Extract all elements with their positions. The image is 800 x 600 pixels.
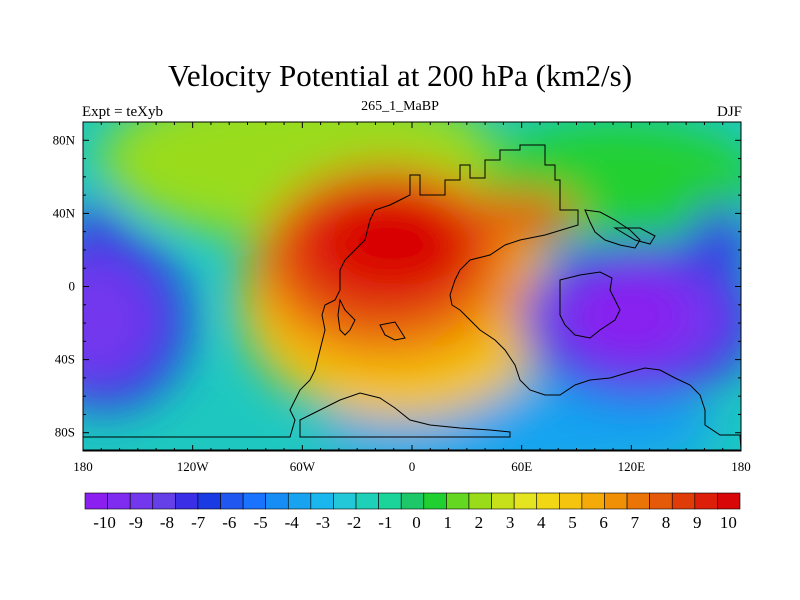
colorbar-label: -9 <box>129 513 143 532</box>
colorbar-swatch <box>491 492 515 510</box>
y-tick-label: 40S <box>55 352 75 367</box>
figure-title: Velocity Potential at 200 hPa (km2/s) <box>167 58 633 93</box>
run-label: 265_1_MaBP <box>361 99 439 114</box>
colorbar-swatch <box>513 492 538 510</box>
colorbar-swatch <box>129 492 154 510</box>
colorbar-swatch <box>423 492 447 510</box>
colorbar-swatch <box>333 492 357 510</box>
colorbar-swatch <box>581 492 605 510</box>
colorbar-label: 1 <box>443 513 452 532</box>
colorbar-swatch <box>446 492 470 510</box>
x-tick-label: 180 <box>73 459 93 474</box>
colorbar-label: 3 <box>506 513 515 532</box>
colorbar-label: -4 <box>285 513 300 532</box>
colorbar: -10 -9 -8 -7 -6 -5 -4 -3 -2 -1 0 1 2 3 4 5 6 7 8 9 10 <box>84 492 741 532</box>
colorbar-label: 9 <box>693 513 702 532</box>
colorbar-swatch <box>717 492 741 510</box>
colorbar-label: 6 <box>599 513 608 532</box>
colorbar-swatch <box>671 492 696 510</box>
axis-ticks <box>82 121 742 452</box>
colorbar-swatch <box>536 492 560 510</box>
colorbar-swatch <box>378 492 402 510</box>
colorbar-label: 2 <box>475 513 484 532</box>
season-label: DJF <box>716 104 742 120</box>
colorbar-swatch <box>265 492 289 510</box>
coastlines <box>83 144 741 451</box>
colorbar-label: -2 <box>347 513 361 532</box>
colorbar-swatch <box>242 492 266 510</box>
colorbar-label: 4 <box>537 513 546 532</box>
y-tick-label: 0 <box>69 279 76 294</box>
experiment-label: Expt = teXyb <box>82 104 163 120</box>
colorbar-label: -10 <box>93 513 116 532</box>
colorbar-swatch <box>468 492 492 510</box>
y-tick-label: 80N <box>53 132 76 147</box>
colorbar-label: 0 <box>412 513 421 532</box>
colorbar-label: 10 <box>720 513 737 532</box>
colorbar-label: 7 <box>631 513 640 532</box>
colorbar-swatch <box>310 492 334 510</box>
colorbar-swatch <box>649 492 673 510</box>
contour-field <box>83 122 741 451</box>
colorbar-label: -6 <box>222 513 236 532</box>
colorbar-label: -1 <box>378 513 392 532</box>
colorbar-label: -3 <box>316 513 330 532</box>
colorbar-swatch <box>287 492 312 510</box>
colorbar-swatch <box>197 492 221 510</box>
colorbar-swatch <box>604 492 628 510</box>
colorbar-swatch <box>175 492 199 510</box>
colorbar-swatch <box>220 492 244 510</box>
colorbar-swatch <box>694 492 718 510</box>
axis-tick-labels: 180 120W 60W 0 60E 120E 180 80N 40N 0 40S 80S <box>53 132 751 474</box>
colorbar-swatch <box>107 492 131 510</box>
colorbar-label: 8 <box>662 513 671 532</box>
x-tick-label: 180 <box>731 459 751 474</box>
x-tick-label: 120W <box>177 459 210 474</box>
y-tick-label: 40N <box>53 205 76 220</box>
x-tick-label: 60E <box>511 459 532 474</box>
colorbar-label: -5 <box>253 513 267 532</box>
colorbar-swatch <box>400 492 425 510</box>
x-tick-label: 0 <box>409 459 416 474</box>
colorbar-label: 5 <box>568 513 577 532</box>
y-tick-label: 80S <box>55 425 75 440</box>
x-tick-label: 120E <box>618 459 646 474</box>
colorbar-label: -8 <box>160 513 174 532</box>
colorbar-label: -7 <box>191 513 206 532</box>
colorbar-swatch <box>559 492 583 510</box>
colorbar-swatch <box>152 492 176 510</box>
x-tick-label: 60W <box>290 459 316 474</box>
colorbar-swatch <box>626 492 650 510</box>
colorbar-swatch <box>84 492 108 510</box>
colorbar-swatch <box>355 492 379 510</box>
